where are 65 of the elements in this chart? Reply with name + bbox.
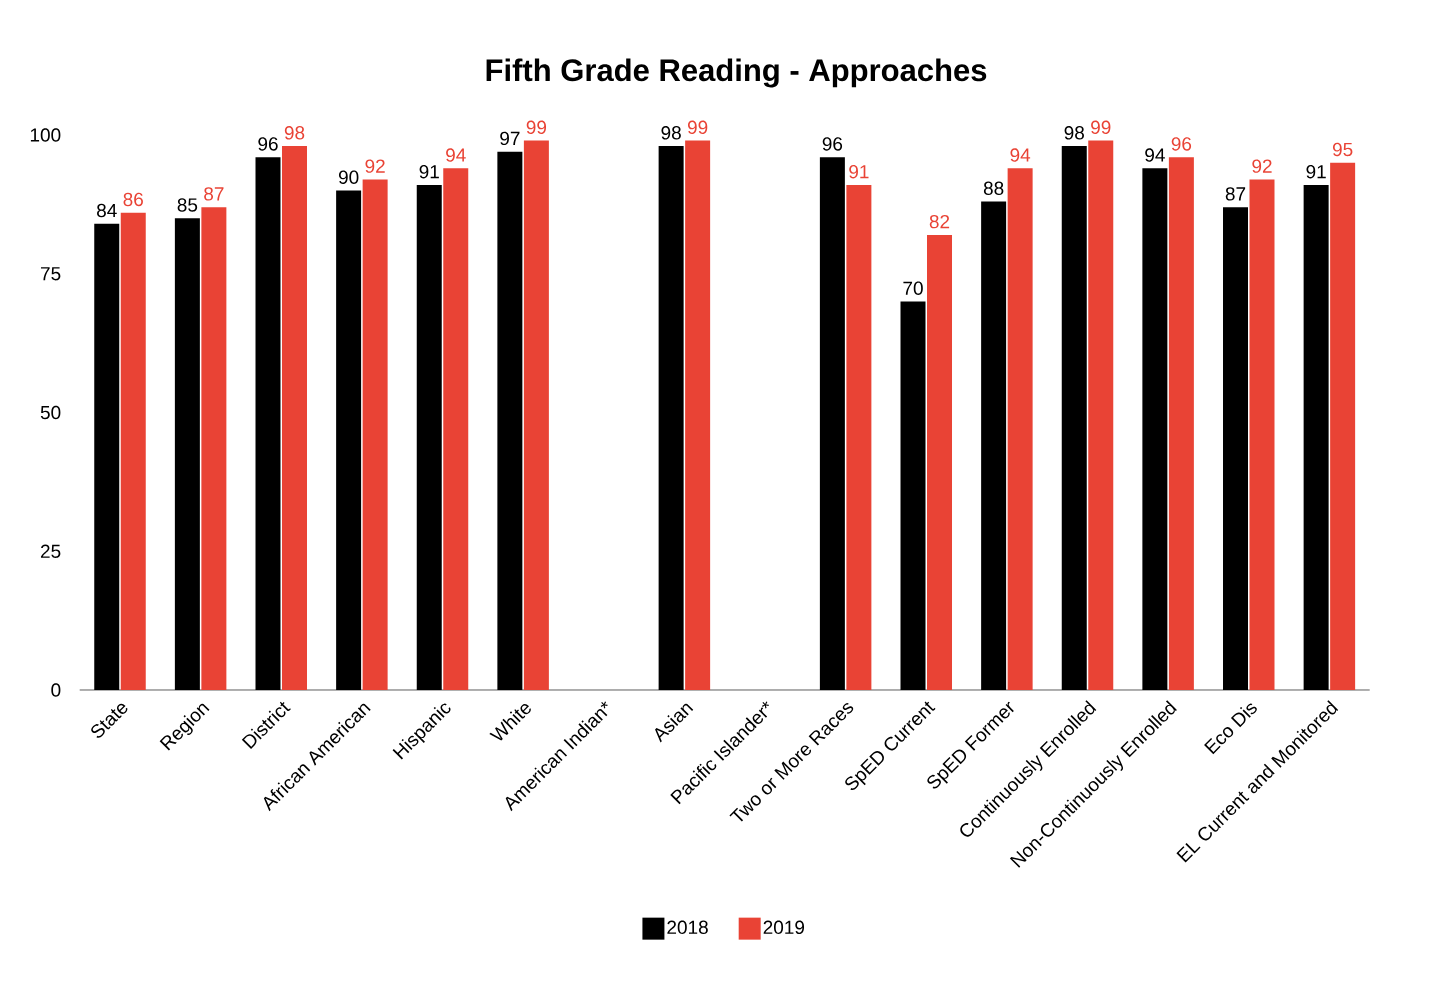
data-label: 94 — [446, 148, 466, 162]
bar — [1088, 140, 1114, 690]
bar — [846, 184, 872, 690]
data-label: 85 — [177, 198, 198, 212]
data-label: 98 — [284, 126, 305, 140]
bar — [282, 146, 307, 690]
bar — [658, 146, 684, 690]
bar — [900, 301, 926, 690]
data-label: 86 — [123, 192, 143, 207]
bar — [443, 168, 469, 690]
bar — [927, 234, 953, 690]
y-tick-label: 75 — [40, 267, 61, 281]
data-label: 91 — [849, 164, 869, 179]
bar — [1168, 157, 1194, 690]
data-label: 88 — [983, 181, 1004, 196]
data-label: 90 — [338, 170, 359, 184]
data-label: 92 — [365, 159, 385, 173]
y-tick-label: 50 — [40, 405, 61, 420]
bar — [1223, 207, 1249, 690]
bar — [255, 157, 281, 690]
bar — [1330, 162, 1356, 690]
bar — [174, 218, 200, 690]
bar — [819, 157, 845, 690]
data-label: 92 — [1252, 159, 1272, 173]
data-label: 99 — [526, 120, 547, 135]
y-tick-label: 0 — [51, 683, 61, 697]
data-label: 96 — [822, 137, 843, 151]
data-label: 82 — [929, 214, 950, 229]
bar — [201, 207, 227, 690]
bar — [120, 212, 146, 690]
data-label: 98 — [661, 126, 681, 140]
legend-label: 2018 — [667, 920, 708, 935]
y-tick-label: 25 — [40, 544, 61, 558]
data-label: 98 — [1064, 126, 1084, 140]
bar — [523, 140, 549, 690]
bar — [1142, 168, 1168, 690]
data-label: 84 — [97, 203, 117, 218]
bar — [416, 184, 442, 690]
data-label: 96 — [258, 137, 278, 151]
chart-title: Fifth Grade Reading - Approaches — [486, 58, 987, 88]
data-label: 94 — [1010, 148, 1031, 162]
data-label: 91 — [419, 164, 439, 179]
data-label: 94 — [1145, 148, 1165, 162]
bar — [362, 179, 388, 690]
data-label: 99 — [687, 120, 708, 135]
bar — [685, 140, 711, 690]
bar — [497, 151, 523, 690]
bar — [1249, 179, 1275, 690]
bar — [1303, 184, 1329, 690]
data-label: 70 — [903, 281, 923, 295]
data-label: 99 — [1091, 120, 1111, 135]
data-label: 97 — [500, 131, 520, 146]
x-tick-label: Eco Dis — [1204, 703, 1257, 755]
data-label: 87 — [1225, 187, 1246, 201]
y-tick-label: 100 — [30, 128, 61, 142]
data-label: 95 — [1332, 142, 1353, 157]
data-label: 87 — [204, 187, 224, 201]
data-label: 96 — [1171, 137, 1192, 151]
data-label: 91 — [1306, 164, 1326, 179]
bar — [336, 190, 362, 690]
bar — [1061, 146, 1087, 690]
bar — [1007, 168, 1033, 690]
bar — [94, 223, 120, 690]
legend-label: 2019 — [763, 920, 805, 935]
bar — [981, 201, 1007, 690]
